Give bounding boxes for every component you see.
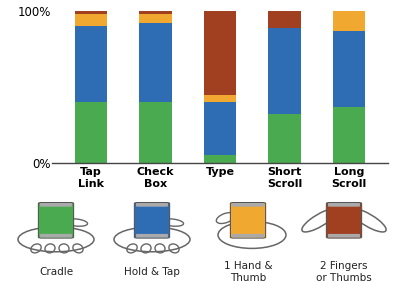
Bar	[75, 11, 107, 14]
FancyBboxPatch shape	[326, 203, 362, 238]
Text: Hold & Tap: Hold & Tap	[124, 267, 180, 277]
Bar	[204, 155, 236, 163]
Bar	[268, 114, 301, 163]
Text: 2 Fingers
or Thumbs: 2 Fingers or Thumbs	[316, 261, 372, 281]
Text: Cradle: Cradle	[39, 267, 73, 277]
Bar	[268, 28, 301, 114]
Bar	[268, 11, 301, 28]
FancyBboxPatch shape	[40, 234, 72, 238]
Bar	[139, 14, 172, 23]
FancyBboxPatch shape	[328, 203, 360, 207]
Text: 1 Hand &
Thumb: 1 Hand & Thumb	[224, 261, 272, 281]
FancyBboxPatch shape	[136, 234, 168, 238]
Bar	[75, 102, 107, 163]
FancyBboxPatch shape	[232, 234, 264, 238]
Bar	[139, 11, 172, 14]
FancyBboxPatch shape	[230, 203, 266, 238]
Bar	[204, 95, 236, 102]
Bar	[204, 11, 236, 95]
FancyBboxPatch shape	[232, 203, 264, 207]
Bar	[139, 102, 172, 163]
FancyBboxPatch shape	[40, 203, 72, 207]
FancyBboxPatch shape	[134, 203, 170, 238]
FancyBboxPatch shape	[328, 234, 360, 238]
Bar	[333, 11, 365, 31]
Bar	[333, 31, 365, 107]
Bar	[75, 26, 107, 102]
FancyBboxPatch shape	[136, 203, 168, 207]
FancyBboxPatch shape	[38, 203, 74, 238]
Bar	[75, 14, 107, 26]
Bar	[139, 23, 172, 102]
Bar	[204, 102, 236, 155]
Bar	[333, 107, 365, 163]
